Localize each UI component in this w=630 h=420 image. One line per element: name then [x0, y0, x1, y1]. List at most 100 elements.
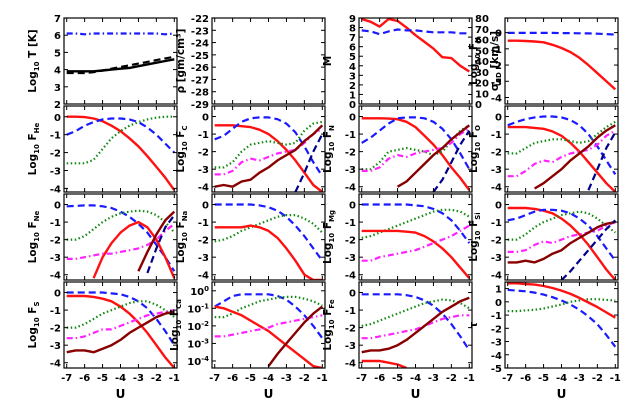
x-tick-label: -2 [299, 373, 310, 384]
y2-tick-label: 80 [475, 14, 489, 25]
series-line-dashed-blue [214, 203, 324, 262]
series-line-solid-red [214, 305, 323, 368]
series-line-solid-darkred [396, 124, 471, 188]
y-axis-label: Log10 FNa [175, 210, 189, 263]
y-tick-label: -24 [191, 39, 209, 50]
x-tick-label: -1 [317, 373, 328, 384]
y-axis-label: Log10 FC [175, 125, 189, 172]
y-tick-label: -3 [198, 165, 209, 176]
series-line-dashed-blue [361, 116, 471, 170]
y-tick-label: -2 [345, 324, 356, 335]
panel-7: -4 -3 -2 -1 0 Log10 FN [322, 105, 473, 194]
y-tick-label: -2 [50, 236, 61, 247]
y-tick-label: 100 [190, 285, 209, 298]
y-tick-label: 0 [495, 113, 502, 124]
x-tick-label: -7 [356, 373, 367, 384]
series-line-dotted-green [361, 208, 470, 239]
y-tick-label: -1 [345, 130, 356, 141]
y-tick-label: -2 [491, 236, 502, 247]
y-axis-label: Log10 FS [27, 301, 41, 348]
series-line-solid-red [66, 115, 176, 191]
y-axis-label: ρ [gm/cm³] [175, 29, 187, 94]
series-line-solid-red [507, 206, 617, 280]
x-tick-label: -2 [151, 373, 162, 384]
panel-15: -4 -3 -2 -1 0 -7 -6 -5 -4 -3 -2 -1 Log10 FFe U [322, 281, 475, 401]
panel-10: -4 -3 -2 -1 0 Log10 FNa [175, 193, 326, 282]
y-tick-label: 0 [495, 298, 502, 309]
y-axis-label: τ [468, 321, 480, 328]
series-line-solid-red [507, 39, 617, 91]
series-line-dashed-blue [507, 288, 617, 348]
series-line-dashed-blue [507, 31, 616, 36]
y-tick-label: 6 [54, 31, 61, 42]
series-line-dotted-green [66, 209, 176, 241]
panel-5: -4 -3 -2 -1 0 Log10 FHe [27, 105, 178, 195]
y-tick-label: 0 [202, 113, 209, 124]
series-line-solid-darkred [267, 305, 324, 367]
y-tick-label: -4 [345, 271, 356, 282]
y-tick-label: -4 [198, 183, 209, 194]
series-line-dashdot-magenta [214, 127, 323, 176]
series-line-dashdot-magenta [361, 127, 470, 172]
x-tick-label: -1 [169, 373, 180, 384]
y-tick-label: -2 [345, 236, 356, 247]
series-line-dashed-blue [66, 291, 176, 346]
y2-tick-label: 20 [475, 79, 489, 90]
y-tick-label: -2 [491, 148, 502, 159]
x-axis-label: U [557, 387, 567, 401]
y-tick-label: 0 [54, 113, 61, 124]
series-line-dashdot-blue [66, 32, 175, 36]
y-tick-label: 10-4 [187, 355, 209, 368]
x-tick-label: -7 [502, 373, 513, 384]
y-tick-label: -1 [345, 306, 356, 317]
y2-tick-label: 40 [475, 57, 489, 68]
x-tick-label: -2 [592, 373, 603, 384]
x-tick-label: -3 [574, 373, 585, 384]
series-line-solid-red [66, 294, 176, 368]
x-tick-label: -6 [520, 373, 531, 384]
y-tick-label: -1 [50, 131, 61, 142]
y-tick-label: -3 [345, 253, 356, 264]
y-tick-label: -4 [491, 94, 502, 105]
y-tick-label: -4 [198, 271, 209, 282]
series-line-dashed-blue [361, 203, 471, 244]
y-tick-label: -1 [345, 218, 356, 229]
y2-tick-label: 10 [475, 89, 489, 100]
series-line-dashdot-magenta [507, 221, 616, 253]
panel-12: -4 -3 -2 -1 0 Log10 FSi [468, 193, 619, 282]
x-tick-label: -4 [410, 373, 421, 384]
series-line-solid-red [361, 18, 470, 73]
series-line-dashdot-magenta [214, 314, 323, 338]
x-tick-label: -5 [245, 373, 256, 384]
series-line-dashed-blue [507, 208, 617, 262]
y-tick-label: 10-1 [187, 302, 209, 315]
y-tick-label: -5 [491, 364, 502, 375]
y-axis-label: Log10 FFe [322, 299, 336, 350]
y-axis-label: Log10 FMg [322, 210, 336, 264]
y-tick-label: -1 [491, 45, 502, 56]
y-tick-label: -23 [191, 26, 209, 37]
x-tick-label: -3 [281, 373, 292, 384]
y-tick-label: 3 [349, 71, 356, 82]
y2-tick-label: 70 [475, 25, 489, 36]
x-tick-label: -7 [61, 373, 72, 384]
plot-frame [504, 281, 619, 369]
y-tick-label: 0 [349, 289, 356, 300]
series-line-dashdot-magenta [361, 224, 470, 262]
series-line-solid-red [361, 229, 471, 279]
panel-9: -4 -3 -2 -1 0 Log10 FNe [27, 193, 178, 282]
y-tick-label: 7 [349, 33, 356, 44]
y-tick-label: -3 [50, 167, 61, 178]
series-line-solid-red [361, 117, 471, 191]
y-tick-label: -4 [491, 271, 502, 282]
panel-4: -4 -3 -2 -1 0 Log10 FH [468, 17, 619, 105]
panel-14: 10-4 10-3 10-2 10-1 100 -7 -6 -5 -4 -3 -2 -1 Log10 F… [169, 281, 328, 401]
y-tick-label: -4 [50, 359, 61, 370]
plot-frame [358, 193, 473, 281]
y-tick-label: 5 [349, 52, 356, 63]
y-axis-label: Log10 FH [468, 37, 482, 85]
y-tick-label: -2 [50, 324, 61, 335]
x-tick-label: -5 [538, 373, 549, 384]
y-tick-label: -1 [50, 306, 61, 317]
